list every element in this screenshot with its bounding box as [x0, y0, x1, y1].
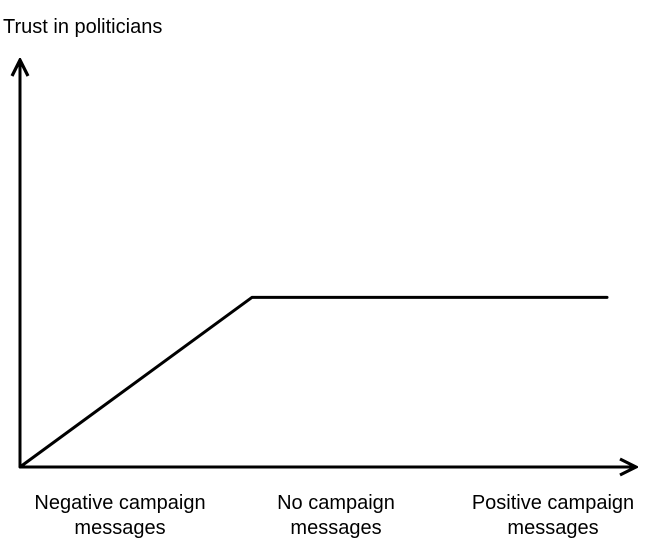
- series-line: [18, 295, 609, 469]
- x-tick-label-line: messages: [290, 517, 381, 539]
- x-tick-label: No campaign messages: [277, 492, 395, 539]
- x-tick-label-line: No campaign: [277, 492, 395, 514]
- x-tick-label: Positive campaign messages: [472, 492, 634, 539]
- x-tick-label-line: Negative campaign: [34, 492, 205, 514]
- y-axis-label: Trust in politicians: [3, 16, 162, 38]
- x-tick-labels: Negative campaign messages No campaign mess…: [34, 492, 634, 539]
- x-tick-label: Negative campaign messages: [34, 492, 205, 539]
- x-tick-label-line: messages: [507, 517, 598, 539]
- x-tick-label-line: Positive campaign: [472, 492, 634, 514]
- x-tick-label-line: messages: [74, 517, 165, 539]
